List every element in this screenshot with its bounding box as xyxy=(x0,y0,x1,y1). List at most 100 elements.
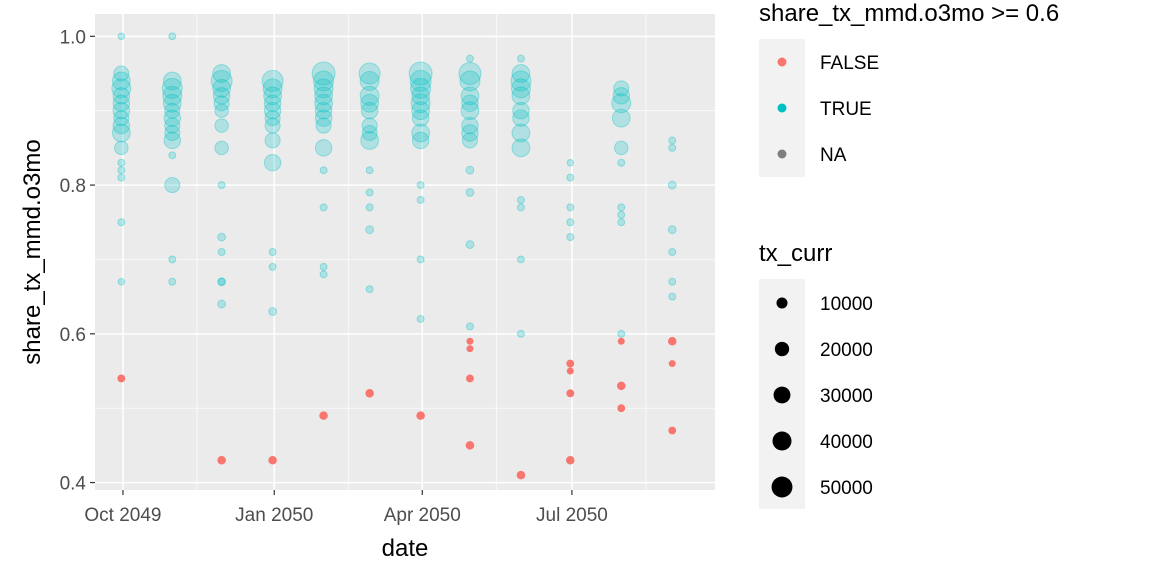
data-point-true xyxy=(161,77,183,99)
data-point-true xyxy=(409,69,432,92)
y-tick-label: 0.6 xyxy=(60,325,86,346)
y-tick-label: 0.8 xyxy=(60,176,86,197)
data-point-true xyxy=(217,248,226,256)
data-point-true xyxy=(210,69,233,92)
data-point-true xyxy=(111,78,132,99)
legend-color-key xyxy=(777,57,787,67)
data-point-true xyxy=(360,131,380,150)
legend-size-key xyxy=(772,431,792,451)
data-point-true xyxy=(365,166,374,175)
data-point-false xyxy=(566,367,574,375)
data-point-true xyxy=(510,70,532,92)
data-point-true xyxy=(617,158,626,167)
data-point-false xyxy=(617,337,625,345)
data-point-false xyxy=(319,411,328,420)
data-point-true xyxy=(217,232,227,242)
data-point-true xyxy=(516,329,525,338)
legend-size-label: 50000 xyxy=(820,478,873,499)
data-point-true xyxy=(365,285,374,294)
data-point-true xyxy=(212,87,231,105)
data-point-false xyxy=(365,389,374,398)
data-point-true xyxy=(263,86,282,106)
data-point-true xyxy=(410,93,431,114)
y-axis-title: share_tx_mmd.o3mo xyxy=(19,139,46,364)
data-point-false xyxy=(667,336,677,346)
data-point-true xyxy=(112,87,131,105)
data-point-true xyxy=(314,101,333,120)
data-point-true xyxy=(416,181,425,190)
data-point-true xyxy=(314,86,333,106)
data-point-true xyxy=(516,203,525,212)
data-point-true xyxy=(667,225,677,235)
data-point-true xyxy=(461,116,479,135)
data-point-false xyxy=(416,411,425,420)
data-point-true xyxy=(168,32,177,41)
y-axis: 0.4 0.6 0.8 1.0 xyxy=(60,27,95,495)
data-point-false xyxy=(268,455,277,465)
data-point-true xyxy=(668,136,677,145)
data-point-true xyxy=(217,277,226,286)
data-point-true xyxy=(311,61,336,86)
data-point-true xyxy=(319,262,328,271)
data-point-true xyxy=(461,124,479,142)
data-point-true xyxy=(262,78,283,99)
data-point-true xyxy=(461,132,478,149)
data-point-true xyxy=(611,93,632,114)
data-point-true xyxy=(212,64,232,83)
data-point-true xyxy=(617,210,626,219)
data-point-true xyxy=(112,116,131,135)
data-point-true xyxy=(314,139,333,157)
legend-color-key xyxy=(777,149,787,159)
data-point-true xyxy=(566,159,575,167)
legend-size-key xyxy=(771,476,793,498)
data-point-true xyxy=(264,110,281,127)
data-point-true xyxy=(214,140,229,156)
x-tick-label: Jan 2050 xyxy=(235,505,313,526)
data-point-true xyxy=(668,292,677,301)
data-point-true xyxy=(114,140,129,156)
data-point-true xyxy=(617,203,626,212)
plot-panel xyxy=(95,14,715,490)
legend-size-key xyxy=(773,386,791,404)
data-point-true xyxy=(411,101,430,121)
data-point-true xyxy=(611,108,631,128)
legend-size-label: 30000 xyxy=(820,386,873,407)
data-point-true xyxy=(516,195,525,204)
legend-color-label: TRUE xyxy=(820,99,872,120)
data-point-true xyxy=(512,101,530,120)
data-point-true xyxy=(566,173,575,182)
data-point-true xyxy=(614,140,629,156)
data-point-true xyxy=(168,255,177,264)
data-point-true xyxy=(566,203,575,212)
data-point-true xyxy=(162,85,183,106)
data-point-true xyxy=(359,70,380,91)
data-point-false xyxy=(466,374,474,383)
x-tick-label: Jul 2050 xyxy=(536,505,608,526)
data-point-true xyxy=(319,203,328,212)
legend-size: tx_curr 10000 20000 30000 40000 50000 xyxy=(759,240,873,509)
data-point-true xyxy=(410,77,432,99)
data-point-true xyxy=(617,218,626,227)
data-point-true xyxy=(314,93,333,113)
x-axis: Oct 2049 Jan 2050 Apr 2050 Jul 2050 xyxy=(84,490,608,526)
data-point-true xyxy=(168,277,177,286)
data-point-true xyxy=(314,109,333,127)
data-point-true xyxy=(411,109,430,127)
data-point-true xyxy=(164,124,181,142)
legend-color-title: share_tx_mmd.o3mo >= 0.6 xyxy=(759,0,1059,27)
data-point-true xyxy=(117,278,126,286)
y-tick-label: 1.0 xyxy=(60,27,86,48)
data-point-true xyxy=(411,131,430,150)
data-point-true xyxy=(416,195,425,204)
data-point-true xyxy=(668,248,677,256)
data-point-true xyxy=(268,307,278,316)
data-point-true xyxy=(268,262,277,271)
data-point-true xyxy=(516,255,525,264)
x-tick-label: Oct 2049 xyxy=(84,505,161,526)
data-point-true xyxy=(667,180,677,190)
data-point-true xyxy=(359,85,380,106)
legend-color-key xyxy=(777,103,787,113)
data-point-true xyxy=(465,54,474,63)
data-point-true xyxy=(164,177,181,194)
